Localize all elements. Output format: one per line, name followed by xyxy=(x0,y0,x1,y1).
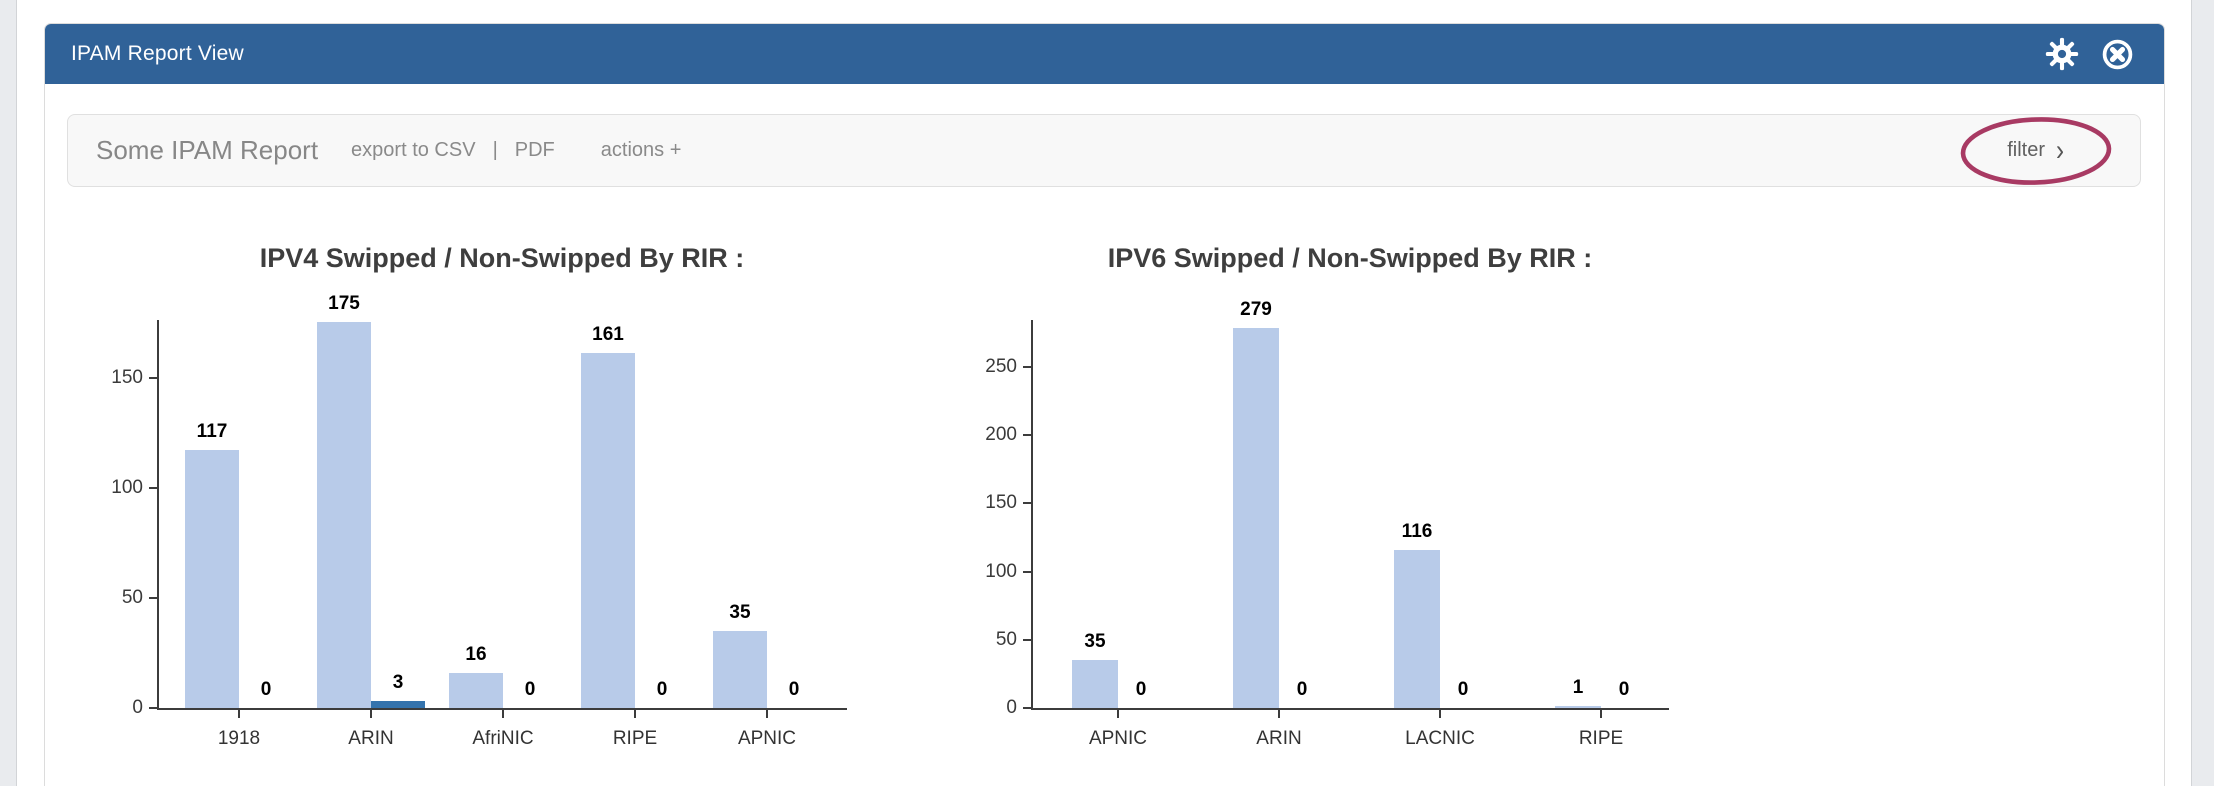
page-left-gutter xyxy=(0,0,17,786)
x-tick-label: RIPE xyxy=(1578,728,1624,749)
x-tick-label: AfriNIC xyxy=(472,728,534,749)
page-right-gutter xyxy=(2191,0,2214,786)
settings-button[interactable] xyxy=(2045,37,2079,71)
x-tick-label: APNIC xyxy=(1088,728,1148,749)
report-title: Some IPAM Report xyxy=(96,135,319,165)
chart-ipv6-title: IPV6 Swipped / Non-Swipped By RIR : xyxy=(1107,243,1593,273)
y-tick-mark xyxy=(1023,366,1031,369)
x-tick-label: ARIN xyxy=(348,728,394,749)
bar-swipped xyxy=(1394,550,1440,708)
y-tick-mark xyxy=(149,596,157,599)
ipam-report-panel: IPAM Report View xyxy=(44,23,2165,786)
filter-toggle[interactable]: filter › xyxy=(1960,116,2111,185)
bar-value-label: 116 xyxy=(1401,521,1433,542)
x-tick-mark xyxy=(370,710,372,718)
y-tick-label: 150 xyxy=(111,366,143,388)
bar-non-swipped xyxy=(371,701,425,708)
y-tick-mark xyxy=(149,707,157,709)
y-tick-label: 250 xyxy=(985,356,1017,378)
bar-value-label: 35 xyxy=(729,602,751,623)
x-tick-mark xyxy=(1278,710,1280,718)
y-tick-mark xyxy=(1023,570,1031,573)
toolbar-separator: | xyxy=(492,139,498,161)
x-tick-label: APNIC xyxy=(737,728,797,749)
x-tick-mark xyxy=(238,710,240,718)
bar-value-label: 117 xyxy=(196,421,228,442)
filter-label: filter xyxy=(2007,139,2045,161)
bar-value-label: 161 xyxy=(592,324,624,345)
bar-swipped xyxy=(1555,706,1601,708)
bar-value-label: 0 xyxy=(1135,679,1147,700)
bar-value-label: 0 xyxy=(1296,679,1308,700)
x-tick-mark xyxy=(634,710,636,718)
chart-ipv6: IPV6 Swipped / Non-Swipped By RIR : 0 50 1… xyxy=(981,243,1669,749)
x-tick-mark xyxy=(1439,710,1441,718)
y-tick-label: 50 xyxy=(121,586,143,608)
chart-ipv4: IPV4 Swipped / Non-Swipped By RIR : 0 50 1… xyxy=(107,243,847,749)
y-tick-mark xyxy=(1023,707,1031,709)
y-tick-label: 50 xyxy=(995,628,1017,650)
bar-swipped xyxy=(713,631,767,708)
titlebar-icons xyxy=(2045,37,2134,71)
y-tick-label: 100 xyxy=(985,560,1017,582)
y-tick-label: 150 xyxy=(985,492,1017,514)
bar-value-label: 0 xyxy=(524,679,536,700)
x-tick-mark xyxy=(502,710,504,718)
chart-ipv4-title: IPV4 Swipped / Non-Swipped By RIR : xyxy=(259,243,745,273)
close-icon xyxy=(2102,39,2133,69)
report-toolbar: Some IPAM Report export to CSV | PDF act… xyxy=(67,114,2141,187)
bar-value-label: 16 xyxy=(465,644,487,665)
bar-swipped xyxy=(185,450,239,708)
y-tick-label: 0 xyxy=(132,697,143,718)
y-tick-mark xyxy=(1023,502,1031,505)
y-tick-mark xyxy=(1023,638,1031,641)
x-tick-label: RIPE xyxy=(612,728,658,749)
x-tick-mark xyxy=(1600,710,1602,718)
y-tick-mark xyxy=(149,486,157,489)
x-tick-label: 1918 xyxy=(217,728,261,749)
bar-swipped xyxy=(317,322,371,708)
y-tick-label: 0 xyxy=(1006,697,1017,718)
x-tick-label: LACNIC xyxy=(1405,728,1475,749)
bar-value-label: 1 xyxy=(1572,677,1584,698)
y-tick-label: 200 xyxy=(985,424,1017,446)
charts-row: IPV4 Swipped / Non-Swipped By RIR : 0 50 1… xyxy=(107,243,2164,749)
bar-value-label: 3 xyxy=(392,672,404,693)
y-tick-mark xyxy=(149,376,157,379)
y-tick-mark xyxy=(1023,434,1031,437)
chart-ipv6-plot: 0 50 100 150 200 250 35 0 APNIC 279 0 ARIN 116 0 LACNI… xyxy=(985,299,1669,749)
bar-value-label: 175 xyxy=(328,293,360,314)
bar-value-label: 279 xyxy=(1240,299,1272,320)
chart-ipv4-plot: 0 50 100 150 117 0 1918 175 3 ARIN 16 0 AfriNIC 161 0 R… xyxy=(111,293,847,749)
bar-value-label: 0 xyxy=(1457,679,1469,700)
bar-swipped xyxy=(1072,660,1118,708)
bar-value-label: 0 xyxy=(260,679,272,700)
bar-swipped xyxy=(581,353,635,708)
y-tick-label: 100 xyxy=(111,476,143,498)
panel-title: IPAM Report View xyxy=(71,42,244,65)
panel-titlebar: IPAM Report View xyxy=(45,24,2164,84)
bar-value-label: 0 xyxy=(788,679,800,700)
chevron-right-icon: › xyxy=(2056,133,2064,167)
bar-value-label: 0 xyxy=(1618,679,1630,700)
close-button[interactable] xyxy=(2101,38,2134,71)
export-pdf-link[interactable]: PDF xyxy=(514,139,555,161)
x-tick-mark xyxy=(766,710,768,718)
export-csv-link[interactable]: export to CSV xyxy=(351,139,476,161)
bar-swipped xyxy=(449,673,503,708)
bar-value-label: 35 xyxy=(1084,631,1106,652)
bar-swipped xyxy=(1233,328,1279,708)
actions-menu-link[interactable]: actions + xyxy=(600,139,682,161)
x-tick-label: ARIN xyxy=(1256,728,1302,749)
gear-icon xyxy=(2045,37,2079,71)
x-tick-mark xyxy=(1117,710,1119,718)
bar-value-label: 0 xyxy=(656,679,668,700)
